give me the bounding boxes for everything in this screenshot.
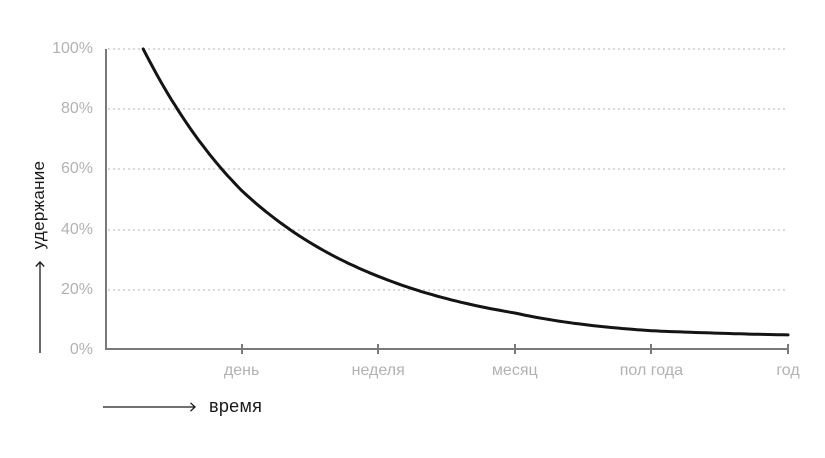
x-tick-label: год [776,362,800,379]
x-tick-label: пол года [619,362,684,379]
gridline [108,48,788,50]
x-axis-title: время [209,396,263,417]
x-tick-label: месяц [491,362,538,379]
x-tick-label: день [223,362,260,379]
x-tick [513,344,516,354]
y-tick-label: 100% [52,40,93,57]
y-tick-label: 80% [60,100,93,118]
y-tick-label: 60% [60,160,93,178]
up-arrow-icon [35,261,45,353]
x-tick [240,344,243,354]
gridline [108,228,788,231]
x-tick [787,344,789,354]
gridline [108,288,788,291]
right-arrow-icon [103,402,196,412]
x-tick-label: неделя [351,362,405,379]
x-tick [377,344,380,354]
y-tick-label: 20% [60,280,93,298]
plot-area [105,49,788,350]
gridline [108,168,788,171]
y-tick-label: 0% [69,341,93,358]
gridline [108,108,788,111]
x-tick [650,344,653,354]
y-tick-label: 40% [60,220,93,238]
